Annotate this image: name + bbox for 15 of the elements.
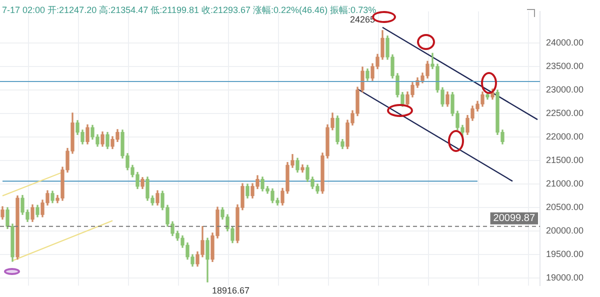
- y-tick-label: 20000.00: [546, 226, 584, 236]
- annotation: 18916.67: [212, 285, 250, 296]
- y-tick-label: 21500.00: [546, 154, 584, 165]
- y-tick-label: 19000.00: [546, 272, 584, 283]
- y-tick-label: 23000.00: [546, 84, 584, 94]
- y-tick-label: 24000.00: [546, 37, 584, 48]
- y-tick-label: 20500.00: [546, 202, 584, 212]
- y-tick-label: 19500.00: [546, 249, 584, 260]
- y-tick-label: 22500.00: [546, 108, 584, 118]
- chart-subtitle: 7-17 02:00 开:21247.20 高:21354.47 低:21199.81 收:21293.67 涨幅:0.22%(46.46) 振幅:0.73%: [2, 4, 376, 16]
- y-tick-label: 22000.00: [546, 131, 584, 142]
- annotation: 24265: [350, 14, 375, 24]
- y-tick-label: 23500.00: [546, 60, 584, 71]
- ref-line-label: 20099.87: [493, 213, 536, 224]
- y-tick-label: 21000.00: [546, 178, 584, 188]
